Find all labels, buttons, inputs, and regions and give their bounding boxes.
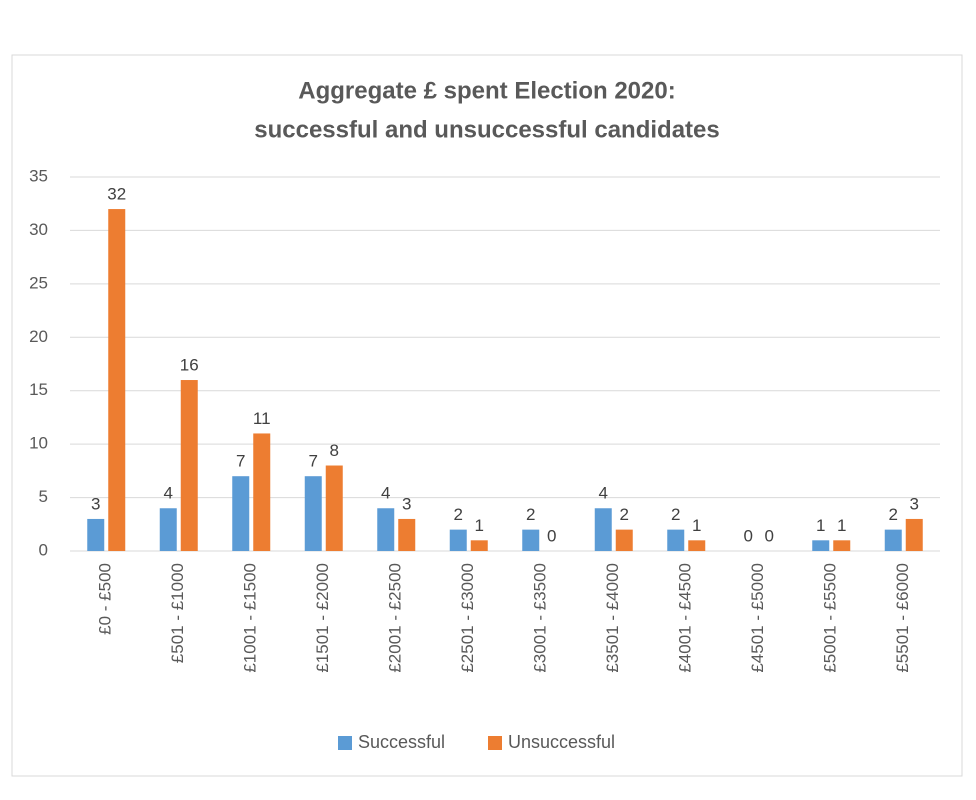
bar: [87, 518, 105, 551]
x-tick-label: £2001 - £2500: [386, 563, 405, 673]
data-label: 2: [671, 505, 680, 524]
data-label: 11: [253, 409, 271, 428]
bar: [304, 476, 322, 551]
bar: [905, 518, 923, 551]
x-tick-label: £4001 - £4500: [676, 563, 695, 673]
legend-label: Unsuccessful: [508, 732, 615, 752]
legend-label: Successful: [358, 732, 445, 752]
x-tick-label: £0 - £500: [96, 563, 115, 635]
data-label: 0: [547, 526, 556, 545]
bar: [449, 529, 467, 551]
chart-title: Aggregate £ spent Election 2020:: [298, 77, 675, 104]
x-tick-label: £2501 - £3000: [458, 563, 477, 673]
data-label: 2: [526, 505, 535, 524]
data-label: 3: [91, 494, 100, 513]
bar: [180, 380, 198, 551]
bar: [615, 529, 633, 551]
data-label: 1: [837, 516, 846, 535]
x-tick-label: £1501 - £2000: [313, 563, 332, 673]
data-label: 8: [330, 441, 339, 460]
bar: [377, 508, 395, 551]
y-tick-label: 30: [29, 220, 48, 239]
bar: [108, 209, 126, 552]
data-label: 3: [402, 494, 411, 513]
bar: [253, 433, 271, 551]
x-tick-label: £501 - £1000: [168, 563, 187, 663]
data-label: 2: [454, 505, 463, 524]
data-label: 0: [765, 526, 774, 545]
data-label: 2: [889, 505, 898, 524]
y-tick-label: 0: [39, 540, 48, 559]
x-tick-label: £3501 - £4000: [603, 563, 622, 673]
data-label: 4: [381, 484, 390, 503]
data-label: 3: [910, 494, 919, 513]
bar: [884, 529, 902, 551]
x-tick-label: £1001 - £1500: [241, 563, 260, 673]
legend-swatch: [338, 736, 352, 750]
y-tick-label: 15: [29, 380, 48, 399]
data-label: 1: [475, 516, 484, 535]
data-label: 1: [816, 516, 825, 535]
y-tick-label: 20: [29, 327, 48, 346]
data-label: 2: [620, 505, 629, 524]
bar: [522, 529, 540, 551]
bar: [594, 508, 612, 551]
data-label: 16: [180, 356, 199, 375]
data-label: 4: [599, 484, 608, 503]
data-label: 4: [164, 484, 173, 503]
chart-title: successful and unsuccessful candidates: [254, 116, 720, 143]
bar: [159, 508, 177, 551]
data-label: 7: [236, 452, 245, 471]
x-tick-label: £5501 - £6000: [893, 563, 912, 673]
data-label: 32: [107, 185, 126, 204]
y-tick-label: 10: [29, 434, 48, 453]
x-tick-label: £4501 - £5000: [748, 563, 767, 673]
data-label: 1: [692, 516, 701, 535]
bar: [812, 540, 830, 551]
bar: [688, 540, 706, 551]
bar: [232, 476, 250, 551]
bar: [833, 540, 851, 551]
bar: [667, 529, 685, 551]
y-tick-label: 25: [29, 273, 48, 292]
data-label: 0: [744, 526, 753, 545]
bar: [325, 465, 343, 551]
y-tick-label: 5: [39, 487, 48, 506]
data-label: 7: [309, 452, 318, 471]
x-tick-label: £3001 - £3500: [531, 563, 550, 673]
bar: [470, 540, 488, 551]
bar: [398, 518, 416, 551]
y-tick-label: 35: [29, 166, 48, 185]
chart-frame: [11, 54, 963, 777]
x-tick-label: £5001 - £5500: [821, 563, 840, 673]
legend-swatch: [488, 736, 502, 750]
